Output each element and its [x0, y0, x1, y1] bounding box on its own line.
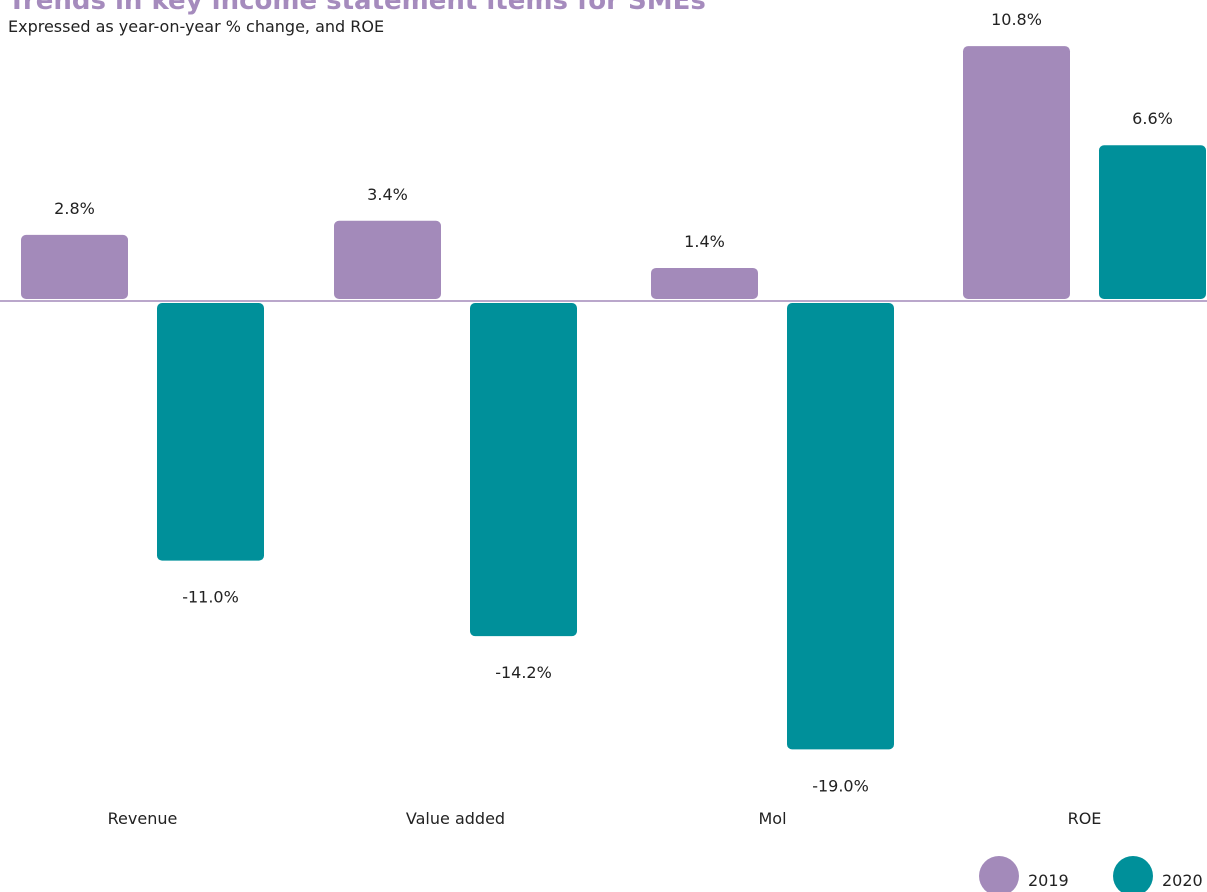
category-label-value-added: Value added: [406, 809, 505, 828]
bar-2019-roe: [963, 46, 1070, 300]
category-labels-group: Revenue Value added Mol ROE: [108, 809, 1102, 828]
legend-label-2020: 2020: [1162, 871, 1203, 890]
value-label-2019-roe: 10.8%: [991, 10, 1042, 29]
value-label-2020-roe: 6.6%: [1132, 109, 1173, 128]
value-label-2020-value-added: -14.2%: [495, 663, 552, 682]
legend-label-2019: 2019: [1028, 871, 1069, 890]
bar-2019-value-added: [334, 220, 441, 299]
bar-2020-value-added: [470, 303, 577, 637]
bars-group: [21, 46, 1206, 750]
bar-2019-mol: [651, 267, 758, 299]
bar-2020-roe: [1099, 145, 1206, 299]
chart-title: Trends in key income statement items for…: [8, 0, 706, 16]
category-label-roe: ROE: [1068, 809, 1102, 828]
bar-2020-mol: [787, 303, 894, 750]
value-label-2019-value-added: 3.4%: [367, 185, 408, 204]
chart-subtitle: Expressed as year-on-year % change, and …: [8, 17, 385, 36]
value-labels-group: 2.8% 3.4% 1.4% 10.8% -11.0% -14.2% -19.0% 6.6%: [54, 10, 1173, 795]
legend-swatch-2020: [1113, 856, 1153, 892]
value-label-2020-mol: -19.0%: [812, 776, 869, 795]
value-label-2019-revenue: 2.8%: [54, 199, 95, 218]
category-label-revenue: Revenue: [108, 809, 178, 828]
category-label-mol: Mol: [758, 809, 786, 828]
bar-2020-revenue: [157, 303, 264, 561]
value-label-2019-mol: 1.4%: [684, 232, 725, 251]
legend-swatch-2019: [979, 856, 1019, 892]
value-label-2020-revenue: -11.0%: [182, 588, 239, 607]
bar-2019-revenue: [21, 234, 128, 299]
